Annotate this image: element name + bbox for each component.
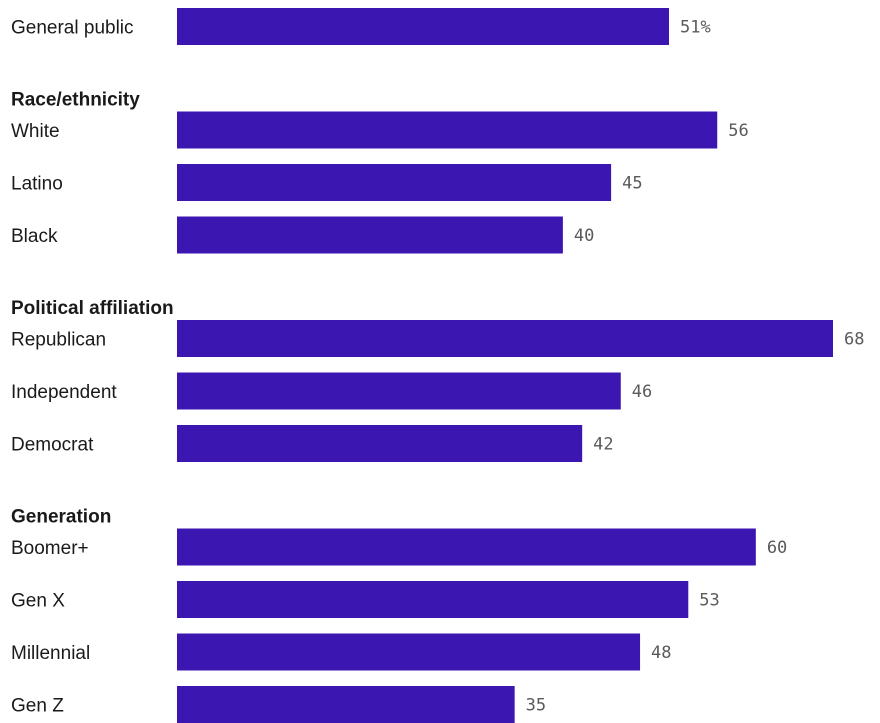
- category-label: Boomer+: [11, 538, 89, 559]
- category-label: Gen X: [11, 591, 65, 612]
- group-title: Race/ethnicity: [11, 90, 140, 111]
- value-label: 68: [844, 330, 864, 350]
- value-label: 45: [622, 174, 642, 194]
- bar: [177, 164, 612, 201]
- bar: [177, 686, 515, 723]
- category-label: General public: [11, 18, 134, 39]
- value-label: 40: [574, 226, 594, 246]
- bar: [177, 528, 756, 566]
- bar: [177, 320, 833, 357]
- bar: [177, 633, 641, 671]
- value-label: 60: [767, 538, 787, 558]
- value-label: 53: [699, 591, 719, 611]
- category-label: Latino: [11, 174, 63, 195]
- bar: [177, 8, 669, 45]
- value-label: 51%: [680, 18, 711, 38]
- value-label: 56: [728, 121, 748, 141]
- category-label: Millennial: [11, 643, 90, 664]
- bar: [177, 111, 718, 149]
- bar: [177, 216, 563, 254]
- group-title: Political affiliation: [11, 298, 174, 319]
- bar: [177, 581, 689, 618]
- category-label: Democrat: [11, 435, 94, 456]
- value-label: 35: [526, 696, 546, 716]
- category-label: Gen Z: [11, 696, 64, 717]
- category-label: Independent: [11, 382, 117, 403]
- bar: [177, 372, 621, 410]
- value-label: 42: [593, 435, 613, 455]
- value-label: 46: [632, 382, 652, 402]
- value-label: 48: [651, 643, 671, 663]
- bar: [177, 425, 583, 462]
- category-label: White: [11, 121, 60, 142]
- category-label: Black: [11, 226, 58, 247]
- group-title: Generation: [11, 507, 111, 528]
- category-label: Republican: [11, 330, 106, 351]
